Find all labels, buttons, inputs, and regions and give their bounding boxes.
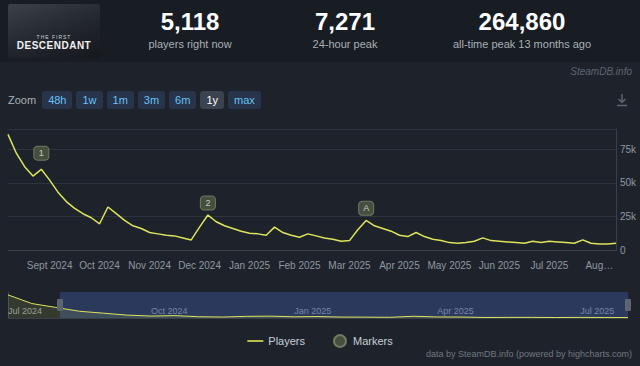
svg-text:Markers: Markers [353, 335, 393, 347]
svg-text:50k: 50k [620, 177, 637, 188]
svg-text:Feb 2025: Feb 2025 [278, 260, 321, 271]
html-text:3m: 3m [143, 94, 160, 106]
html-text:264,860: 264,860 [478, 8, 566, 35]
html-text:1y: 1y [206, 94, 218, 106]
svg-text:Oct 2024: Oct 2024 [79, 260, 120, 271]
html-text:max: max [234, 94, 255, 106]
html-text:7,271: 7,271 [315, 8, 375, 35]
html-text:THE FIRST: THE FIRST [36, 34, 72, 40]
html-text:all-time peak 13 months ago: all-time peak 13 months ago [452, 38, 592, 50]
svg-text:Mar 2025: Mar 2025 [328, 260, 371, 271]
svg-text:Sept 2024: Sept 2024 [27, 260, 73, 271]
html-text:SteamDB.info: SteamDB.info [570, 66, 632, 77]
html-text:5,118: 5,118 [160, 8, 220, 35]
svg-text:Jul 2025: Jul 2025 [530, 260, 568, 271]
html-text:1m: 1m [112, 94, 128, 106]
svg-text:May 2025: May 2025 [427, 260, 471, 271]
svg-text:Aug…: Aug… [585, 260, 613, 271]
svg-text:Jun 2025: Jun 2025 [479, 260, 521, 271]
svg-text:1: 1 [39, 148, 44, 158]
html-text:players right now: players right now [148, 38, 232, 50]
svg-text:A: A [363, 203, 369, 213]
html-text:DESCENDANT: DESCENDANT [16, 40, 92, 51]
svg-text:Dec 2024: Dec 2024 [178, 260, 221, 271]
html-text:1w: 1w [82, 94, 97, 106]
svg-text:25k: 25k [620, 211, 637, 222]
svg-text:75k: 75k [620, 144, 637, 155]
html-text:Zoom: Zoom [8, 94, 37, 106]
svg-text:2: 2 [205, 198, 210, 208]
svg-text:Players: Players [268, 335, 305, 347]
html-text:6m: 6m [175, 94, 191, 106]
html-text:48h: 48h [48, 94, 67, 106]
svg-text:Nov 2024: Nov 2024 [128, 260, 171, 271]
html-text:data by SteamDB.info (powered: data by SteamDB.info (powered by highcha… [425, 349, 632, 359]
svg-text:Apr 2025: Apr 2025 [379, 260, 420, 271]
svg-text:Jan 2025: Jan 2025 [229, 260, 271, 271]
html-text:24-hour peak: 24-hour peak [312, 38, 378, 50]
svg-text:0: 0 [620, 245, 626, 256]
